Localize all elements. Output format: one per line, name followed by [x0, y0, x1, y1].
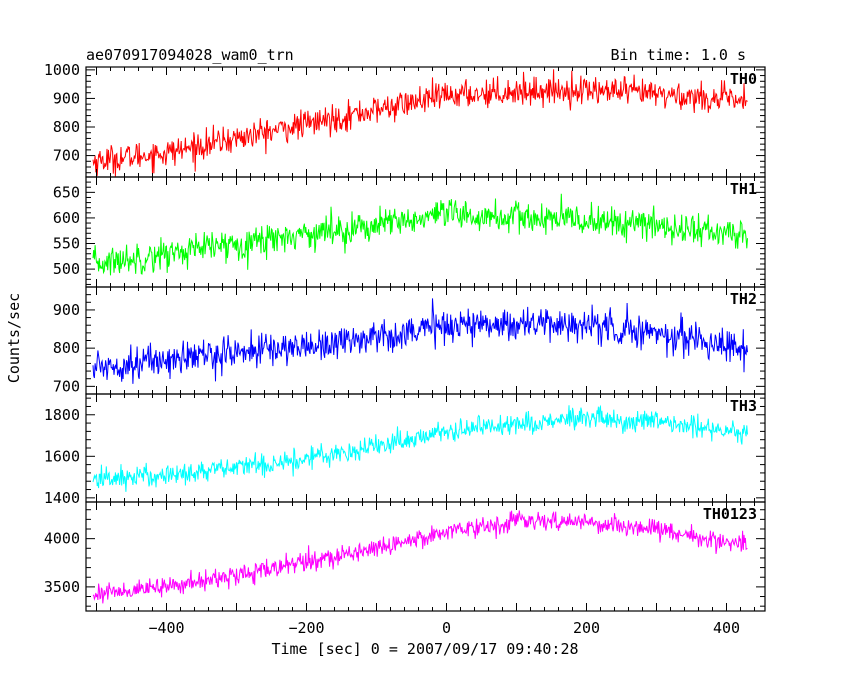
y-axis-label: Counts/sec — [5, 293, 23, 383]
panel-th1: 500 550 600 650 TH1 — [53, 176, 766, 288]
x-axis-label: Time [sec] 0 = 2007/09/17 09:40:28 — [271, 640, 578, 658]
panel-th2: 700 800 900 TH2 — [53, 286, 766, 395]
panel-label: TH3 — [730, 397, 757, 415]
series-th0123 — [92, 510, 748, 604]
panel-label: TH0123 — [703, 505, 757, 523]
x-tick-label: −400 — [148, 619, 184, 637]
y-tick-label: 4000 — [44, 530, 80, 548]
y-tick-label: 800 — [53, 339, 80, 357]
y-tick-label: 550 — [53, 235, 80, 253]
x-axis: −400 −200 0 200 400 — [148, 619, 740, 637]
bin-time-label: Bin time: 1.0 s — [611, 46, 746, 64]
panel-th3: 1400 1600 1800 TH3 — [44, 393, 766, 507]
y-tick-label: 600 — [53, 209, 80, 227]
panel-frame — [85, 393, 766, 503]
panel-frame — [85, 176, 766, 288]
panel-frame — [85, 501, 766, 612]
panel-th0123: 3500 4000 TH0123 — [44, 501, 766, 612]
x-tick-label: 200 — [573, 619, 600, 637]
y-tick-label: 800 — [53, 118, 80, 136]
series-th1 — [92, 193, 748, 276]
panel-label: TH0 — [730, 70, 757, 88]
panel-frame — [85, 66, 766, 178]
x-tick-label: 0 — [442, 619, 451, 637]
y-tick-label: 700 — [53, 147, 80, 165]
panel-label: TH1 — [730, 180, 757, 198]
panel-th0: 700 800 900 1000 TH0 — [44, 61, 766, 178]
y-tick-label: 650 — [53, 183, 80, 201]
panels-group: 700 800 900 1000 TH0 500 550 600 650 TH1 700 800 900… — [44, 61, 766, 612]
y-tick-label: 3500 — [44, 578, 80, 596]
series-th2 — [92, 298, 748, 384]
series-th3 — [92, 404, 748, 492]
x-tick-label: −200 — [288, 619, 324, 637]
y-tick-label: 1800 — [44, 406, 80, 424]
y-tick-label: 900 — [53, 301, 80, 319]
y-tick-label: 900 — [53, 89, 80, 107]
series-th0 — [92, 69, 748, 177]
y-tick-label: 1000 — [44, 61, 80, 79]
y-tick-label: 1400 — [44, 489, 80, 507]
y-tick-label: 700 — [53, 377, 80, 395]
panel-frame — [85, 286, 766, 395]
x-tick-label: 400 — [713, 619, 740, 637]
figure-title: ae070917094028_wam0_trn — [86, 46, 294, 64]
y-tick-label: 500 — [53, 260, 80, 278]
y-tick-label: 1600 — [44, 447, 80, 465]
panel-label: TH2 — [730, 290, 757, 308]
